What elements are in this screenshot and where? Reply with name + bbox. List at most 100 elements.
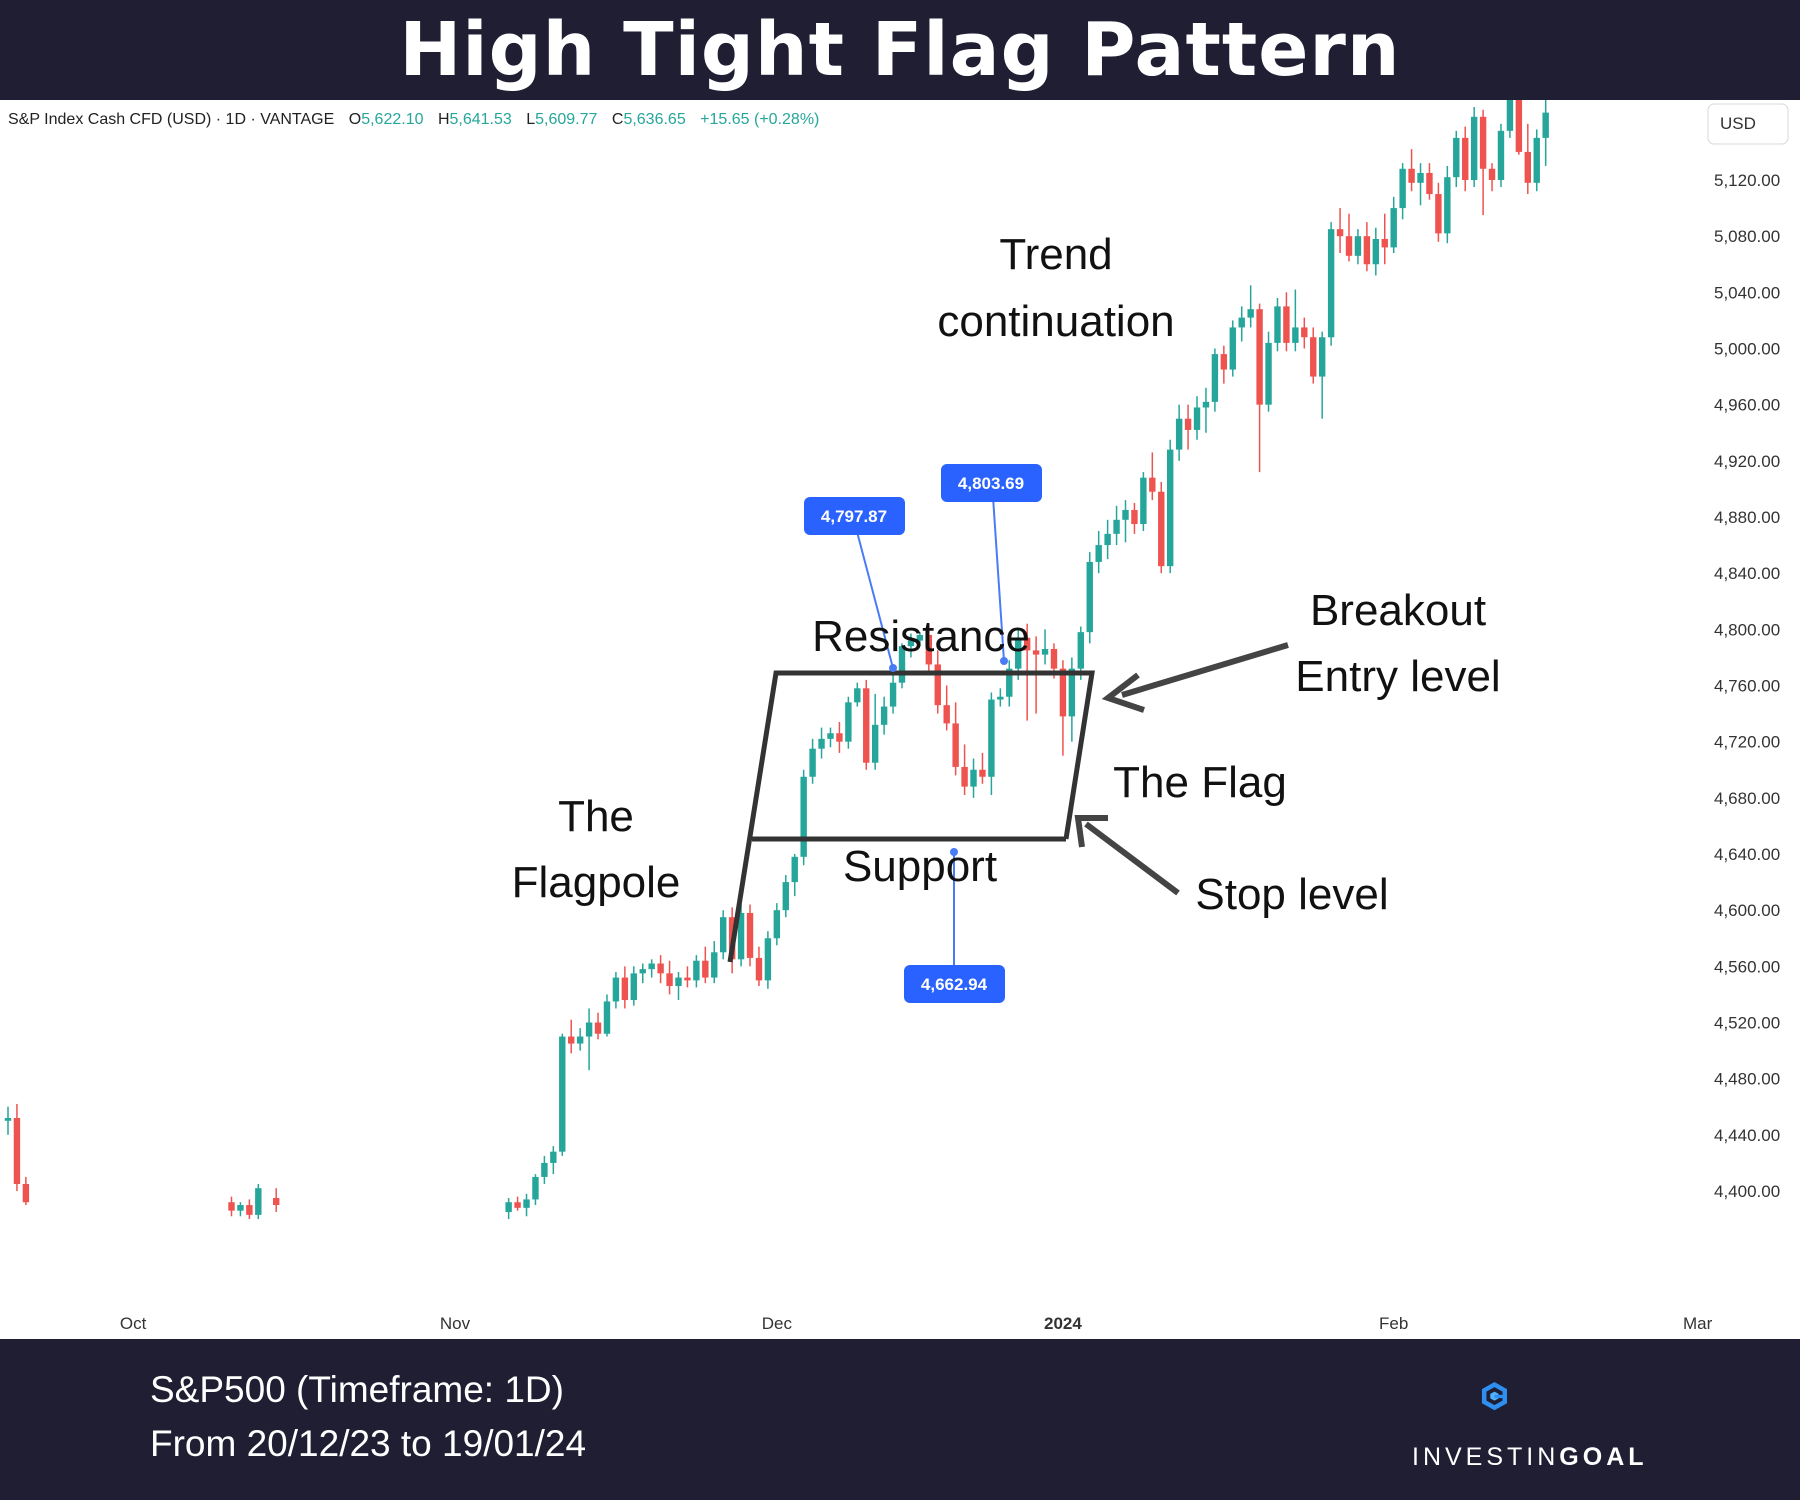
x-tick-label: Mar [1683,1314,1713,1333]
candle [737,904,745,967]
candle-body [1345,236,1353,256]
candle [1533,129,1540,192]
candle-body [1372,238,1380,265]
candle [1372,227,1380,276]
candle-body [684,977,691,981]
y-tick-label: 5,080.00 [1714,227,1780,246]
candle-body [764,938,772,981]
candle-body [863,688,870,763]
price-label-dot [950,848,958,856]
y-tick-label: 4,520.00 [1714,1014,1780,1033]
candle [630,966,637,1006]
candle [648,959,655,978]
candle-body [755,957,763,981]
candle [514,1196,521,1211]
candle-body [675,977,682,986]
high-value: 5,641.53 [450,111,512,128]
candle [1408,149,1415,192]
candle-body [1435,194,1442,234]
candle-body [1167,449,1174,567]
currency-badge[interactable] [1707,103,1789,145]
candle-body [1059,668,1067,717]
currency-label: USD [1720,114,1756,133]
x-tick-label: Oct [120,1314,147,1333]
candle-body [1390,208,1397,248]
candle [827,727,834,748]
candle-body [228,1202,235,1211]
candle [800,769,807,866]
candle-body [737,912,745,960]
y-tick-label: 5,040.00 [1714,283,1780,302]
candle-body [1363,236,1371,265]
annotation-trend-line2: continuation [937,297,1174,346]
price-label-box [804,497,905,535]
candle [854,682,861,707]
candle-body [1077,632,1084,669]
candle-body [1399,168,1406,209]
candle-body [916,634,924,641]
y-tick-label: 4,400.00 [1714,1182,1780,1201]
candle [246,1199,253,1220]
candle-body [1327,229,1335,338]
candle-body [4,1117,12,1121]
y-tick-label: 4,560.00 [1714,957,1780,976]
candle-body [1470,116,1478,180]
flag-outline [727,670,1095,963]
candle [1265,331,1272,412]
candle [1363,222,1371,272]
candle-body [1506,100,1514,131]
y-tick-label: 4,920.00 [1714,452,1780,471]
candle-body [720,917,727,953]
candle-body [907,640,915,647]
candle [1283,292,1290,352]
candle [791,854,798,897]
price-label-support: 4,662.94 [904,848,1005,1003]
candle [925,623,933,672]
price-label-leader [855,527,894,669]
candle-body [1122,509,1129,520]
candle-body [889,682,897,707]
candle-body [585,1022,593,1037]
candle [1140,472,1147,532]
candle-body [1238,317,1245,328]
candle-body [871,724,879,763]
candle-body [952,723,959,767]
annotation-trend-line1: Trend [999,230,1112,279]
annotation-flagpole-line1: The [558,792,634,841]
annotation-support: Support [843,842,997,891]
candle [1462,126,1469,192]
candle [1381,213,1388,265]
candle [1086,552,1093,644]
brand-wordmark: INVESTINGOAL [1412,1443,1648,1472]
candle [1524,123,1531,195]
candle [237,1202,244,1217]
candle-body [997,696,1004,700]
candle-body [541,1162,548,1177]
candle [1417,163,1424,206]
y-tick-label: 4,720.00 [1714,733,1780,752]
candle [702,946,709,984]
candle [559,1033,566,1156]
flag-shape [727,670,1095,963]
x-tick-label: 2024 [1044,1314,1082,1333]
candle [585,1008,593,1071]
candle-body [1149,477,1156,492]
candle [1515,100,1523,155]
candle [612,971,620,1009]
candle-body [630,973,637,1001]
candle-body [827,733,834,739]
candle-body [1292,327,1299,343]
candle-body [246,1205,253,1215]
candle-body [1050,648,1058,669]
change-value: +15.65 (+0.28%) [700,111,819,128]
price-label-resistance-2: 4,803.69 [941,464,1042,665]
annotation-resistance: Resistance [812,612,1030,661]
candle-body [568,1036,575,1044]
candle [4,1106,12,1135]
candle [1318,331,1326,419]
candle-body [1006,668,1013,697]
candle [898,643,906,689]
candle-body [1104,533,1111,546]
candle-body [594,1022,602,1034]
y-tick-label: 4,960.00 [1714,396,1780,415]
